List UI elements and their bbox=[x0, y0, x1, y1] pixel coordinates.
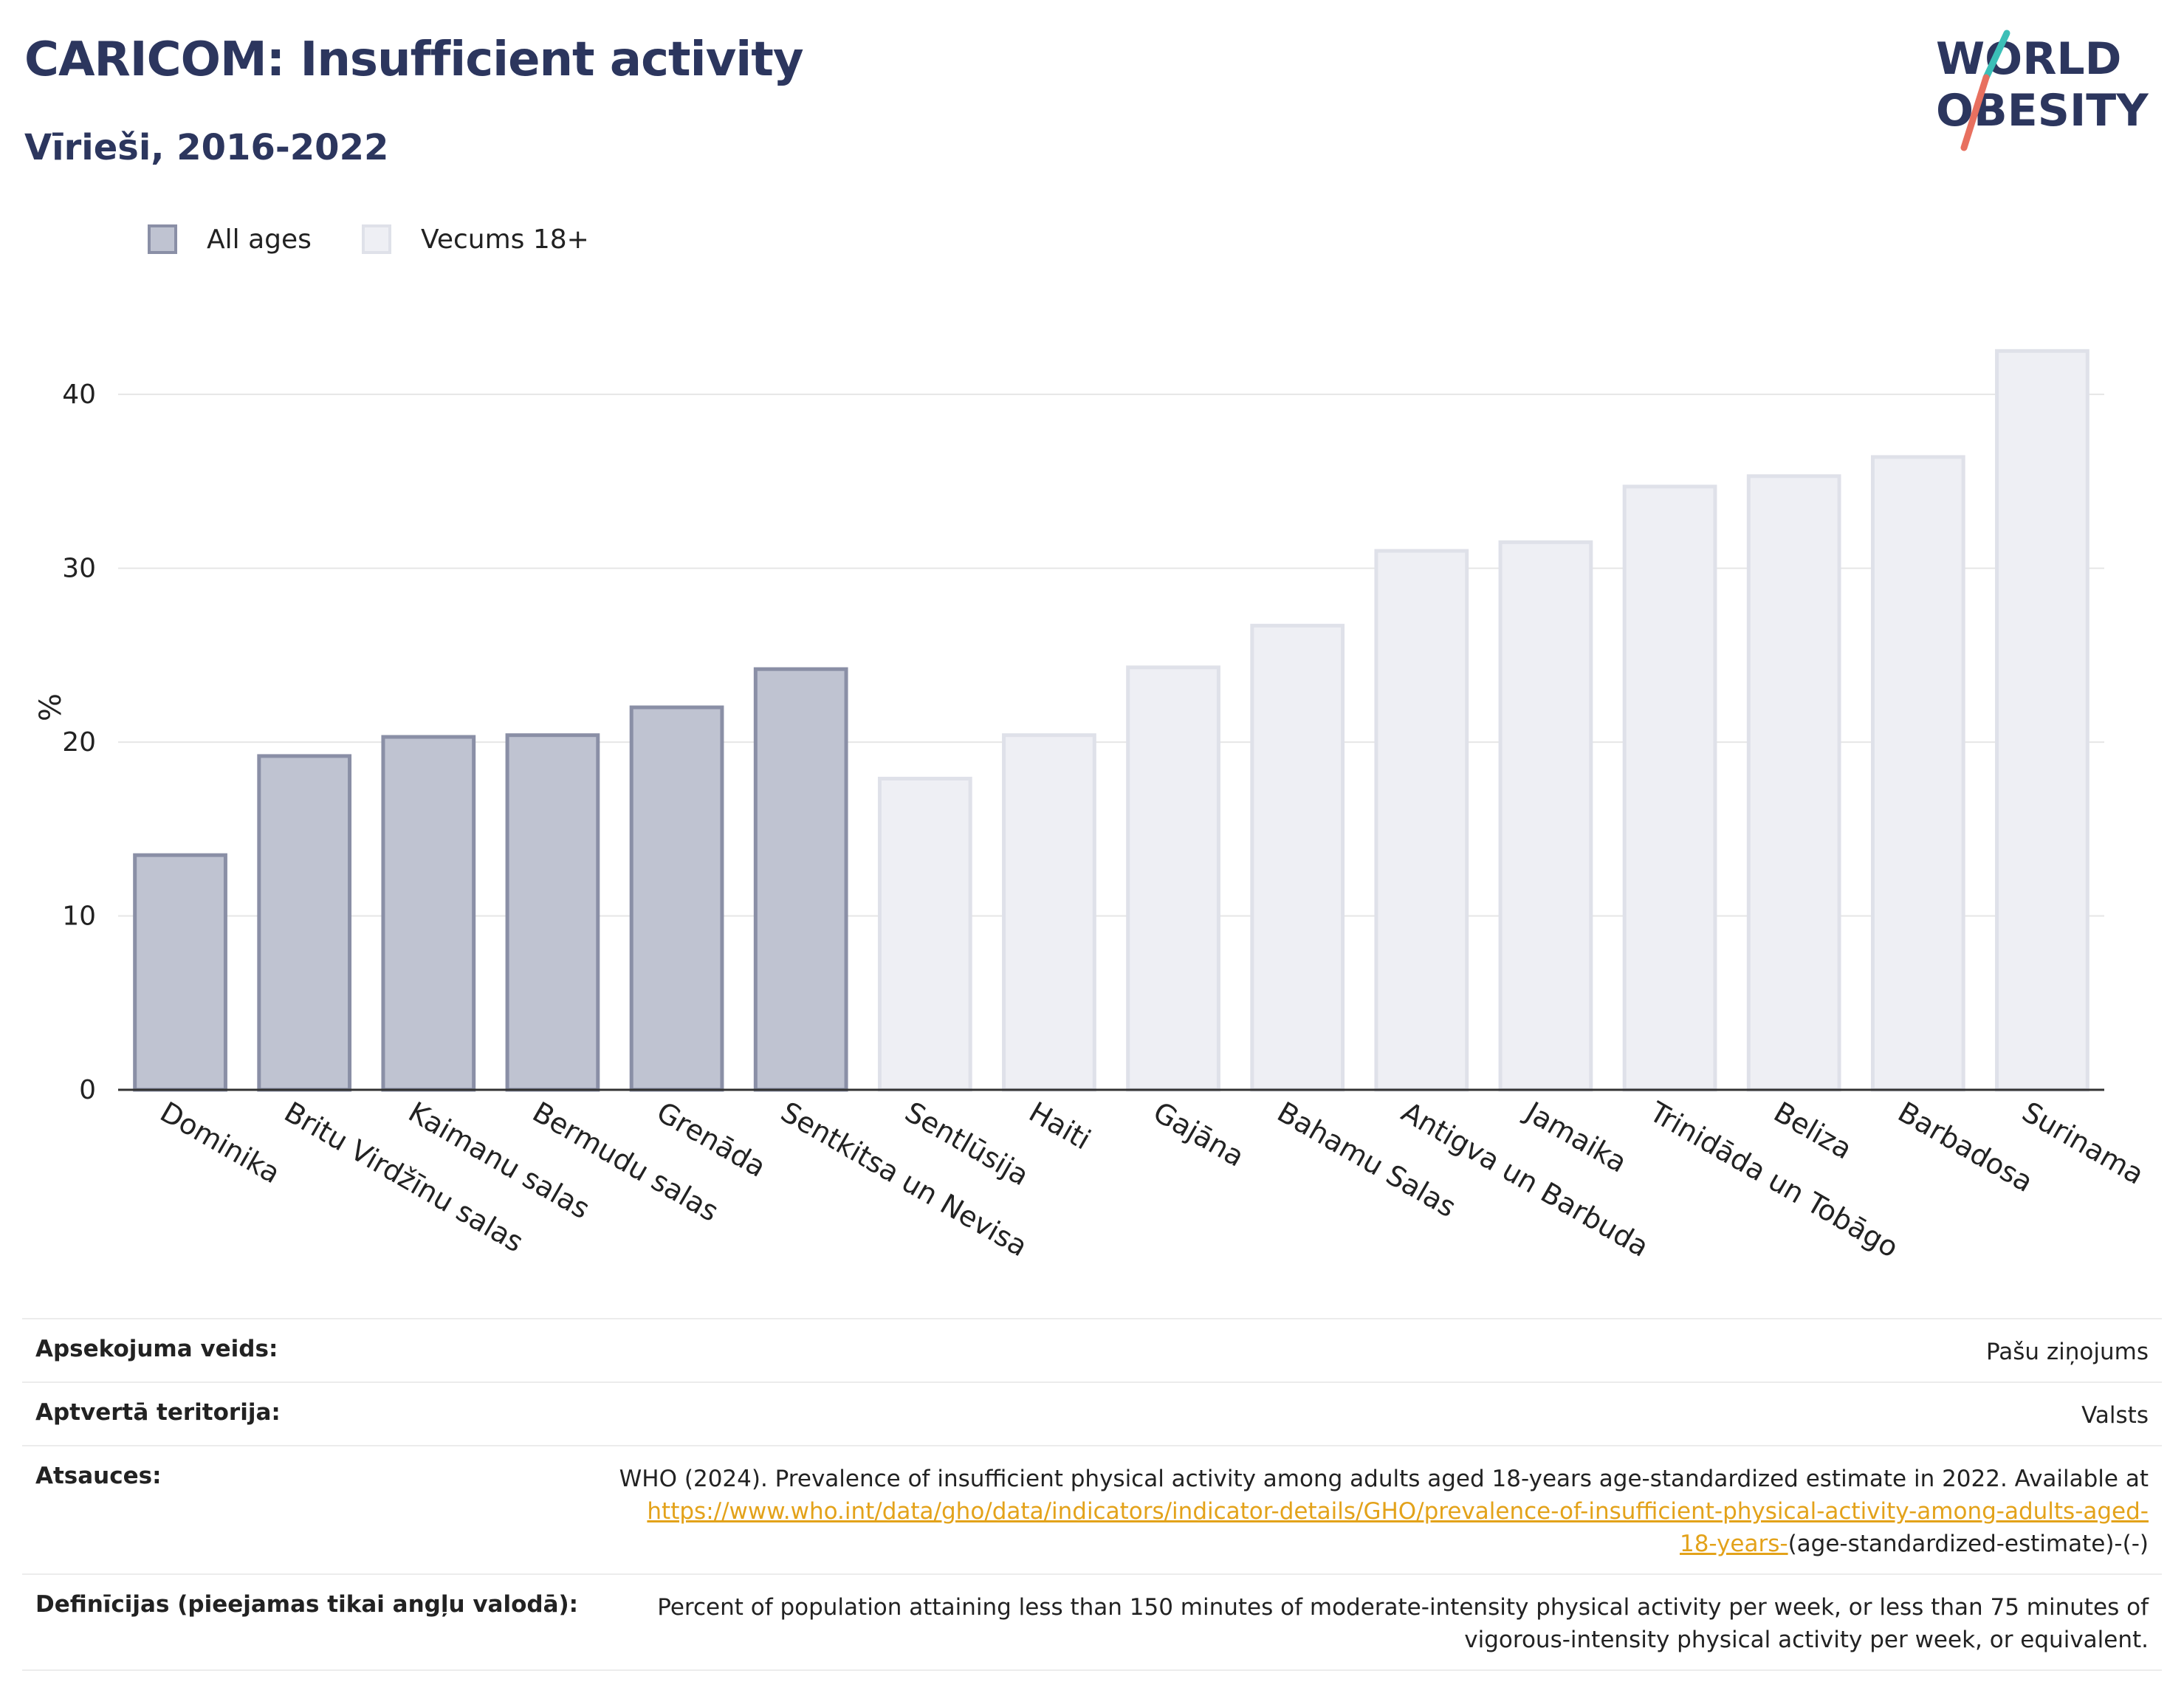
x-tick-label: Gajāna bbox=[1148, 1096, 1250, 1173]
y-tick-label: 30 bbox=[62, 554, 96, 584]
x-tick-label: Beliza bbox=[1768, 1096, 1858, 1166]
bar bbox=[381, 735, 476, 1092]
bar bbox=[877, 777, 972, 1092]
legend-item-age-18-plus[interactable]: Vecums 18+ bbox=[362, 219, 589, 260]
info-value: Pašu ziņojums bbox=[1985, 1339, 2149, 1365]
info-row-references: Atsauces: WHO (2024). Prevalence of insu… bbox=[22, 1446, 2162, 1575]
logo-slash-bottom bbox=[1960, 74, 1990, 151]
reference-text: WHO (2024). Prevalence of insufficient p… bbox=[619, 1466, 2149, 1492]
bar bbox=[257, 754, 352, 1092]
info-key: Apsekojuma veids: bbox=[35, 1336, 278, 1362]
logo-slash-top bbox=[1982, 30, 2010, 81]
chart-subtitle: Vīrieši, 2016-2022 bbox=[24, 127, 389, 168]
info-value-references: WHO (2024). Prevalence of insufficient p… bbox=[619, 1463, 2149, 1560]
bar bbox=[1126, 665, 1220, 1092]
bar bbox=[505, 733, 600, 1092]
bar bbox=[1746, 474, 1841, 1092]
bar bbox=[1002, 733, 1096, 1092]
bar bbox=[1374, 549, 1469, 1092]
info-key: Definīcijas (pieejamas tikai angļu valod… bbox=[35, 1591, 579, 1618]
bar bbox=[1870, 455, 1965, 1092]
chart-title: CARICOM: Insufficient activity bbox=[24, 32, 804, 87]
info-key: Atsauces: bbox=[35, 1463, 162, 1489]
y-tick-label: 20 bbox=[62, 727, 96, 758]
legend-swatch-age-18-plus bbox=[362, 224, 391, 254]
x-tick-label: Britu Virdžīnu salas bbox=[279, 1096, 529, 1259]
bar bbox=[1250, 623, 1345, 1092]
y-tick-label: 10 bbox=[62, 902, 96, 932]
legend-label-age-18-plus: Vecums 18+ bbox=[421, 224, 589, 255]
legend-swatch-all-ages bbox=[148, 224, 177, 254]
y-tick-label: 0 bbox=[79, 1075, 96, 1105]
bar bbox=[1498, 540, 1593, 1092]
y-axis-title: % bbox=[34, 693, 68, 721]
bar bbox=[629, 705, 724, 1092]
info-key: Aptvertā teritorija: bbox=[35, 1399, 281, 1426]
x-tick-label: Surinama bbox=[2016, 1096, 2149, 1191]
info-row-survey-type: Apsekojuma veids: Pašu ziņojums bbox=[22, 1319, 2162, 1383]
bar bbox=[1622, 484, 1717, 1092]
x-tick-label: Dominika bbox=[155, 1096, 286, 1190]
bar bbox=[753, 667, 848, 1092]
x-tick-label: Haiti bbox=[1023, 1096, 1096, 1156]
info-value: Percent of population attaining less tha… bbox=[657, 1594, 2149, 1653]
logo-text-world: WORLD bbox=[1936, 33, 2121, 85]
info-table: Apsekojuma veids: Pašu ziņojums Aptvertā… bbox=[22, 1318, 2162, 1671]
legend-item-all-ages[interactable]: All ages bbox=[148, 219, 312, 260]
x-tick-label: Barbadosa bbox=[1892, 1096, 2039, 1199]
legend-label-all-ages: All ages bbox=[207, 224, 312, 255]
bar bbox=[1995, 349, 2089, 1092]
bar bbox=[133, 853, 227, 1092]
reference-suffix: (age-standardized-estimate)-(-) bbox=[1788, 1531, 2149, 1557]
y-tick-label: 40 bbox=[62, 380, 96, 410]
info-row-definitions: Definīcijas (pieejamas tikai angļu valod… bbox=[22, 1575, 2162, 1671]
world-obesity-logo: WORLD OBESITY bbox=[1936, 30, 2149, 151]
info-value: Valsts bbox=[2081, 1402, 2149, 1429]
reference-link-continued[interactable]: 18-years- bbox=[1679, 1531, 1788, 1557]
info-row-territory: Aptvertā teritorija: Valsts bbox=[22, 1383, 2162, 1446]
reference-link[interactable]: https://www.who.int/data/gho/data/indica… bbox=[647, 1498, 2149, 1525]
